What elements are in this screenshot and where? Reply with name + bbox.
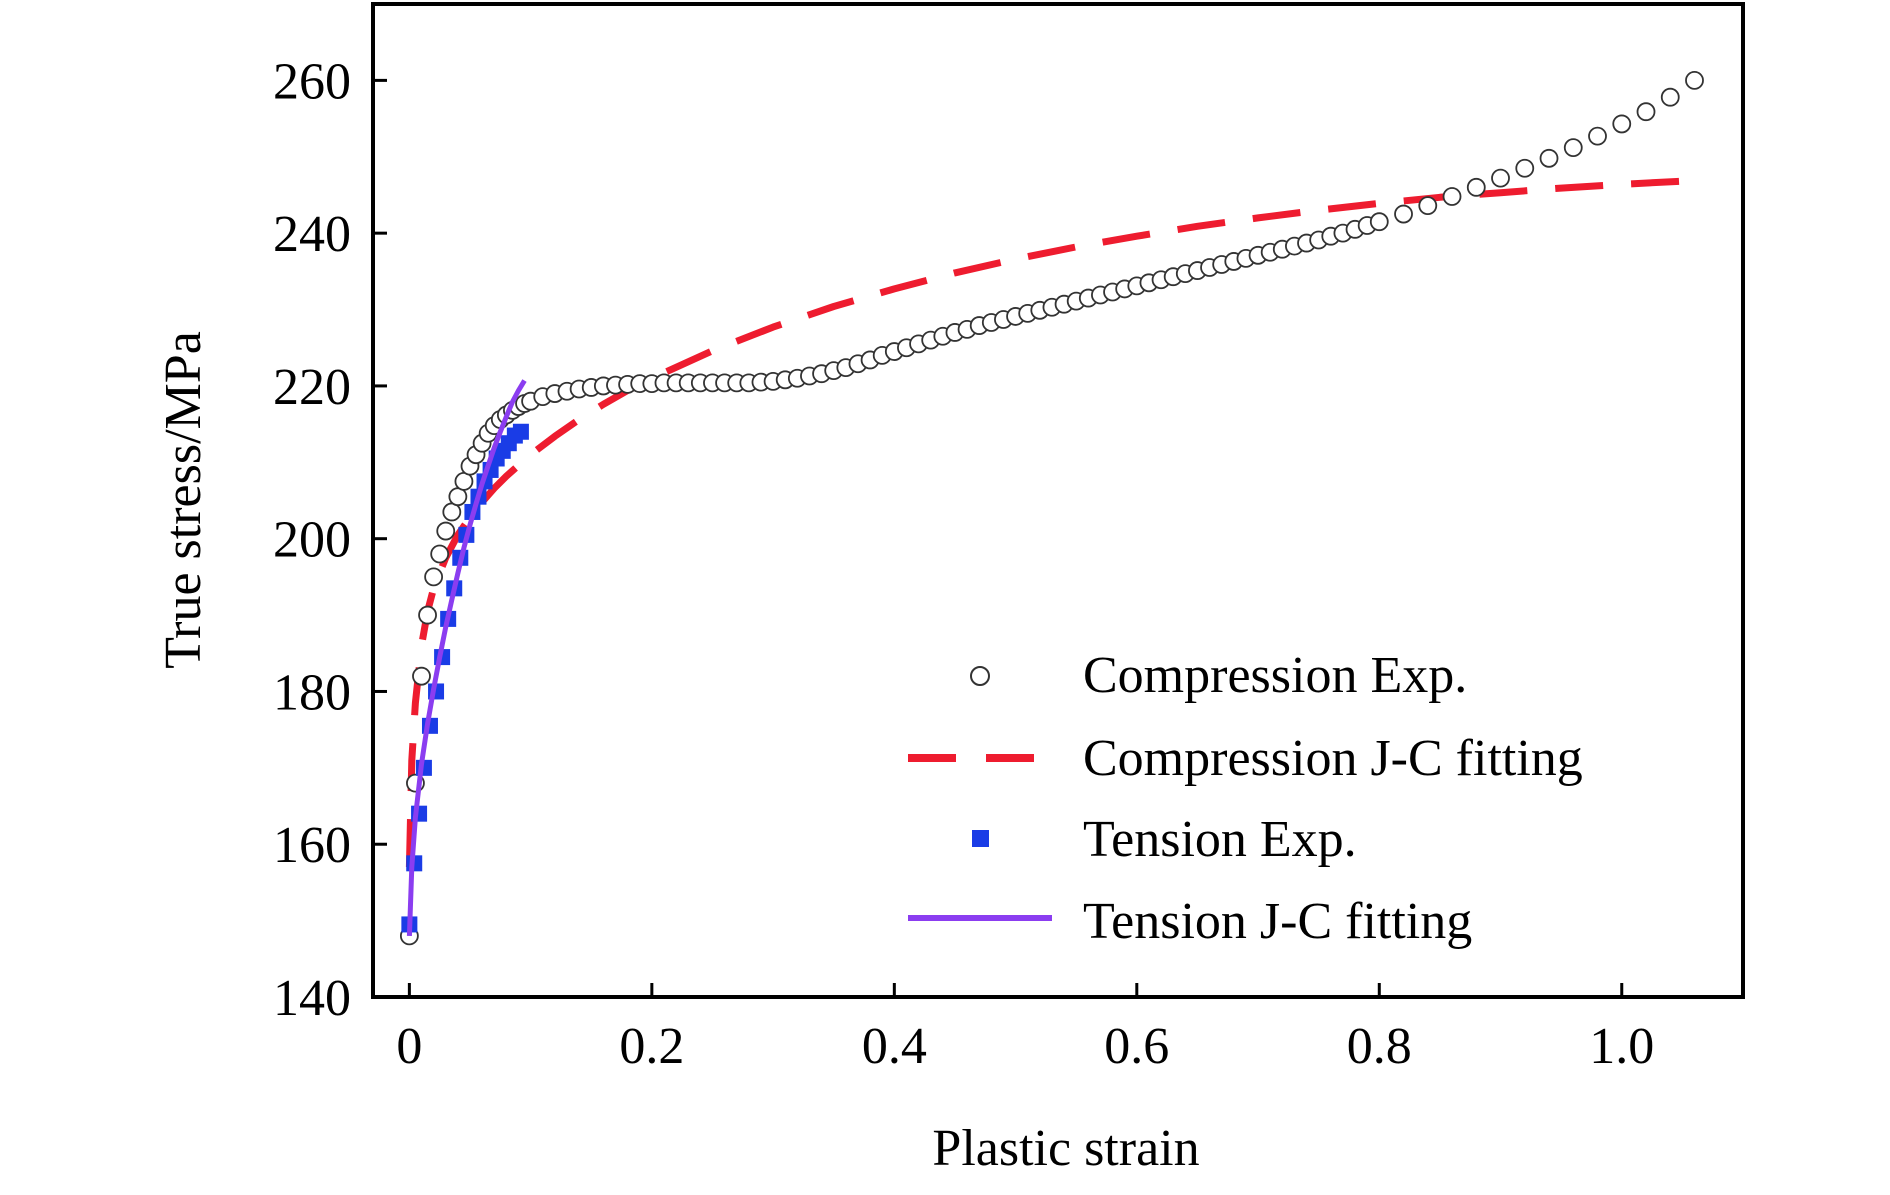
data-point-compression <box>424 567 444 587</box>
data-point-compression <box>1418 196 1438 216</box>
fit-line-solid <box>406 379 527 936</box>
legend-label-compression-exp: Compression Exp. <box>1083 647 1467 704</box>
x-tick-label: 0.4 <box>862 1018 927 1075</box>
data-point-compression <box>412 666 431 686</box>
data-point-compression <box>1539 148 1559 168</box>
y-tick-label: 140 <box>273 970 351 1027</box>
y-axis-title: True stress/MPa <box>155 331 212 669</box>
data-point-compression <box>430 544 450 564</box>
legend-item-compression-jc: Compression J-C fitting <box>908 730 1583 787</box>
legend-item-tension-exp: Tension Exp. <box>972 811 1357 868</box>
data-point-compression <box>1394 204 1413 224</box>
data-point-compression <box>1636 102 1656 122</box>
data-point-compression <box>418 605 437 625</box>
x-tick-label: 1.0 <box>1589 1018 1654 1075</box>
y-tick-label: 200 <box>273 512 351 569</box>
x-tick-label: 0.8 <box>1347 1018 1412 1075</box>
y-tick-label: 260 <box>273 53 351 110</box>
data-point-compression <box>1515 158 1535 178</box>
legend-label-tension-exp: Tension Exp. <box>1083 811 1357 868</box>
data-point-compression <box>1588 126 1607 146</box>
data-point-compression <box>1369 212 1389 232</box>
series-layer <box>399 70 1704 946</box>
y-tick-label: 220 <box>273 359 351 416</box>
plot-frame <box>371 2 1745 999</box>
data-point-compression <box>1563 138 1583 158</box>
x-tick-label: 0.2 <box>619 1018 684 1075</box>
legend-item-compression-exp: Compression Exp. <box>970 647 1467 704</box>
legend-item-tension-jc: Tension J-C fitting <box>908 893 1472 950</box>
data-point-compression <box>1466 177 1486 197</box>
x-axis-title: Plastic strain <box>932 1120 1199 1177</box>
legend-marker-filled-square <box>972 830 989 847</box>
data-point-compression <box>436 521 456 541</box>
series-tension-j-c-fitting <box>406 379 527 936</box>
y-tick-label: 180 <box>273 664 351 721</box>
legend-marker-open-circle <box>970 666 990 686</box>
series-compression-exp- <box>399 70 1704 946</box>
y-tick-label: 240 <box>273 206 351 263</box>
y-tick-label: 160 <box>273 817 351 874</box>
legend-label-tension-jc: Tension J-C fitting <box>1083 893 1472 950</box>
data-point-compression <box>1685 70 1704 90</box>
legend: Compression Exp. Compression J-C fitting… <box>908 647 1583 950</box>
data-point-compression <box>1442 187 1462 206</box>
x-tick-label: 0 <box>396 1018 422 1075</box>
y-axis-ticks: 140 160 180 200 220 240 260 <box>273 53 387 1027</box>
x-tick-label: 0.6 <box>1104 1018 1169 1075</box>
data-point-compression <box>1491 168 1510 188</box>
data-point-tension <box>512 423 529 440</box>
legend-label-compression-jc: Compression J-C fitting <box>1083 730 1583 787</box>
x-axis-ticks: 0 0.2 0.4 0.6 0.8 1.0 <box>396 983 1654 1075</box>
data-point-compression <box>1660 87 1680 107</box>
data-point-compression <box>1612 114 1632 134</box>
